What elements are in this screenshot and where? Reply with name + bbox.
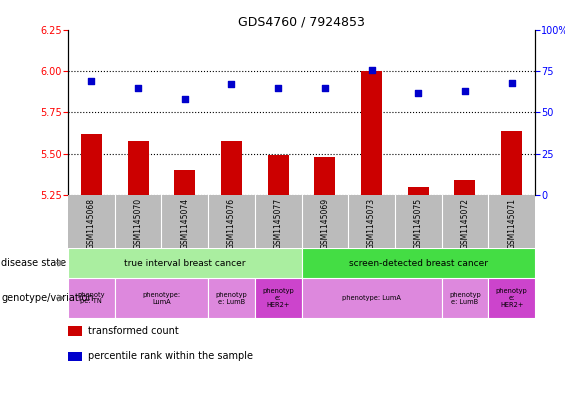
Point (320, 84, 329, 91)
Bar (302, 278, 442, 318)
Bar (68, 195, 115, 248)
Bar (255, 195, 302, 248)
Text: phenotype: LumA: phenotype: LumA (342, 295, 401, 301)
Bar (348, 195, 395, 248)
Bar (361, 71, 382, 195)
Bar (408, 187, 429, 195)
Text: GSM1145077: GSM1145077 (273, 198, 282, 249)
Bar (221, 141, 242, 195)
Text: phenotype:
LumA: phenotype: LumA (142, 292, 180, 305)
Bar (442, 195, 488, 248)
Bar (395, 195, 442, 248)
Bar (68, 326, 82, 336)
Bar (115, 278, 208, 318)
Point (180, 96, 189, 103)
Point (227, 81, 236, 88)
Point (87, 78, 96, 84)
Bar (68, 352, 82, 362)
Bar (174, 170, 195, 195)
Bar (314, 157, 336, 195)
Bar (302, 195, 348, 248)
Text: GSM1145074: GSM1145074 (180, 198, 189, 249)
Bar (442, 278, 488, 318)
Text: transformed count: transformed count (88, 326, 179, 336)
Text: disease state: disease state (1, 258, 66, 268)
Text: genotype/variation: genotype/variation (1, 293, 94, 303)
Text: true interval breast cancer: true interval breast cancer (124, 259, 246, 268)
Bar (128, 141, 149, 195)
Text: phenotyp
e: LumB: phenotyp e: LumB (449, 292, 481, 305)
Title: GDS4760 / 7924853: GDS4760 / 7924853 (238, 16, 365, 29)
Text: GSM1145069: GSM1145069 (320, 198, 329, 249)
Bar (488, 195, 535, 248)
Text: GSM1145071: GSM1145071 (507, 198, 516, 249)
Text: screen-detected breast cancer: screen-detected breast cancer (349, 259, 488, 268)
Bar (208, 278, 255, 318)
Bar (454, 180, 476, 195)
Point (460, 88, 470, 94)
Text: GSM1145075: GSM1145075 (414, 198, 423, 249)
Text: GSM1145070: GSM1145070 (133, 198, 142, 249)
Text: phenoty
pe: TN: phenoty pe: TN (77, 292, 105, 305)
Bar (501, 130, 522, 195)
Text: phenotyp
e:
HER2+: phenotyp e: HER2+ (262, 288, 294, 308)
Text: phenotyp
e: LumB: phenotyp e: LumB (216, 292, 247, 305)
Bar (81, 134, 102, 195)
Bar (68, 248, 302, 278)
Bar (162, 195, 208, 248)
Bar (488, 278, 535, 318)
Bar (68, 278, 115, 318)
Bar (208, 195, 255, 248)
Point (367, 66, 376, 73)
Text: percentile rank within the sample: percentile rank within the sample (88, 351, 253, 361)
Bar (255, 278, 302, 318)
Text: GSM1145068: GSM1145068 (87, 198, 96, 249)
Point (273, 84, 282, 91)
Point (507, 80, 516, 86)
Bar (115, 195, 162, 248)
Text: GSM1145076: GSM1145076 (227, 198, 236, 249)
Text: phenotyp
e:
HER2+: phenotyp e: HER2+ (496, 288, 528, 308)
Bar (302, 248, 535, 278)
Text: GSM1145072: GSM1145072 (460, 198, 470, 249)
Point (133, 84, 142, 91)
Text: GSM1145073: GSM1145073 (367, 198, 376, 249)
Bar (268, 155, 289, 195)
Point (414, 90, 423, 96)
